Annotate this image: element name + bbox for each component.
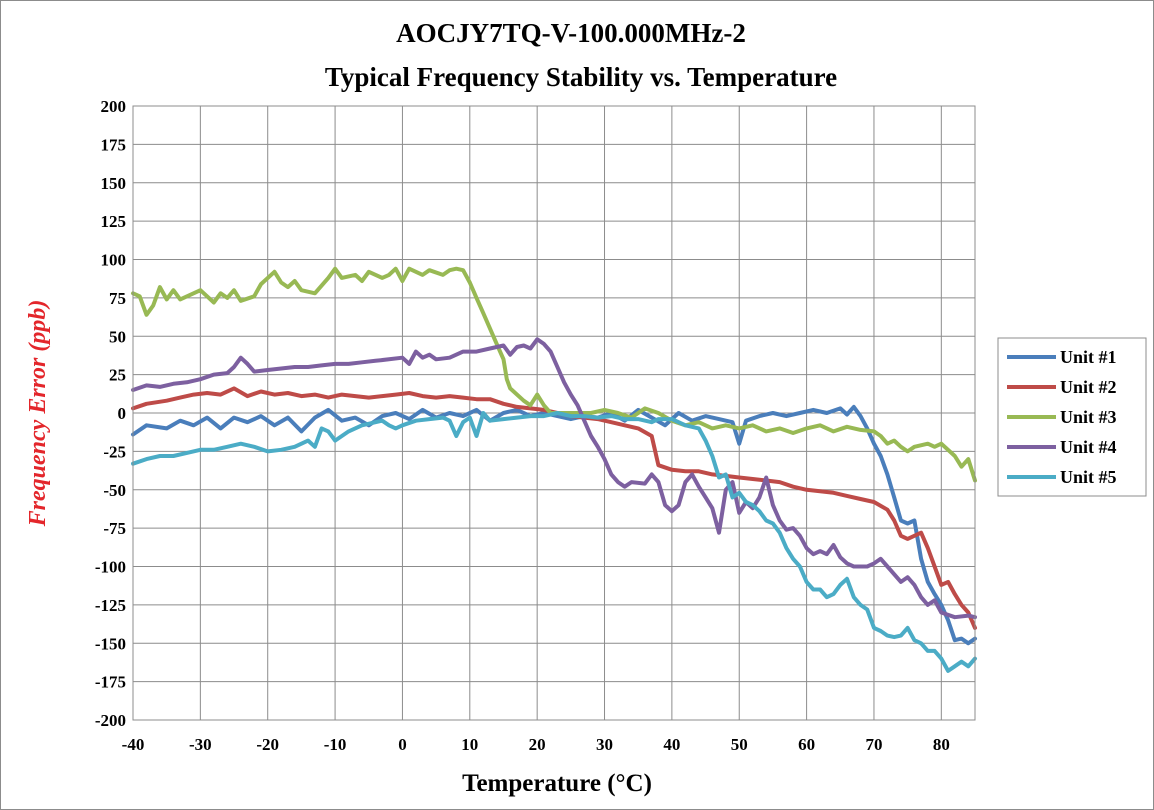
y-tick-label: -125 (95, 596, 126, 615)
y-tick-label: 75 (109, 289, 126, 308)
y-tick-labels: 200 175 150 125 100 75 50 25 0 -25 -50 -75 -100 -125 -… (95, 97, 126, 730)
x-tick-label: 70 (865, 735, 882, 754)
plot-area-border (132, 105, 976, 721)
y-tick-label: -25 (103, 442, 126, 461)
x-axis-label: Temperature (°C) (462, 770, 652, 797)
series-line-unit-2 (131, 386, 977, 630)
y-tick-label: 100 (101, 251, 127, 270)
y-tick-label: 25 (109, 366, 126, 385)
series-line-unit-4 (131, 337, 977, 620)
legend-label-unit-3: Unit #3 (1060, 407, 1117, 427)
x-tick-label: 60 (798, 735, 815, 754)
y-tick-label: -75 (103, 519, 126, 538)
y-tick-label: -200 (95, 711, 126, 730)
y-tick-label: 0 (118, 404, 127, 423)
chart-title-line-2: Typical Frequency Stability vs. Temperat… (325, 62, 837, 92)
y-tick-label: 175 (101, 135, 127, 154)
legend-label-unit-4: Unit #4 (1060, 437, 1117, 457)
x-tick-label: 40 (663, 735, 680, 754)
x-tick-label: 20 (529, 735, 546, 754)
x-tick-label: -20 (256, 735, 279, 754)
legend-label-unit-5: Unit #5 (1060, 467, 1117, 487)
x-tick-label: 0 (398, 735, 407, 754)
x-tick-label: 10 (461, 735, 478, 754)
x-tick-label: 30 (596, 735, 613, 754)
x-tick-label: -40 (122, 735, 145, 754)
y-tick-label: -100 (95, 558, 126, 577)
series-lines (131, 266, 977, 673)
x-tick-labels: -40 -30 -20 -10 0 10 20 30 40 50 60 70 80 (122, 735, 950, 754)
y-tick-label: 125 (101, 212, 127, 231)
y-axis-label: Frequency Error (ppb) (25, 300, 51, 528)
chart-title-line-1: AOCJY7TQ-V-100.000MHz-2 (396, 18, 746, 48)
x-tick-label: -10 (324, 735, 347, 754)
legend-label-unit-2: Unit #2 (1060, 377, 1117, 397)
series-line-unit-1 (131, 404, 977, 646)
series-line-unit-3 (131, 266, 977, 483)
x-tick-label: 50 (731, 735, 748, 754)
y-tick-label: -175 (95, 673, 126, 692)
y-tick-label: 200 (101, 97, 127, 116)
y-tick-label: -150 (95, 634, 126, 653)
x-tick-label: 80 (933, 735, 950, 754)
x-tick-label: -30 (189, 735, 212, 754)
legend-label-unit-1: Unit #1 (1060, 347, 1117, 367)
y-tick-label: 150 (101, 174, 127, 193)
y-tick-label: 50 (109, 327, 126, 346)
legend: Unit #1 Unit #2 Unit #3 Unit #4 Unit #5 (997, 337, 1147, 497)
y-tick-label: -50 (103, 481, 126, 500)
series-line-unit-5 (131, 411, 977, 673)
